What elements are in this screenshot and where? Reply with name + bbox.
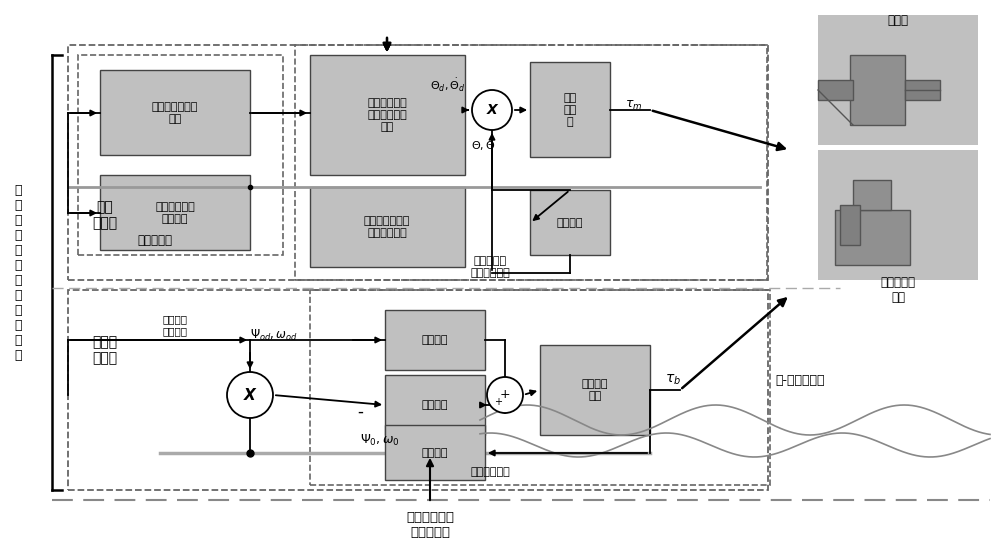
Text: 关节测量: 关节测量 xyxy=(557,218,583,228)
Bar xyxy=(385,375,485,435)
Bar xyxy=(68,290,768,490)
Text: 中央控制器: 中央控制器 xyxy=(138,233,173,246)
Text: $\tau_b$: $\tau_b$ xyxy=(665,373,681,387)
Bar xyxy=(310,187,465,267)
Text: $\Theta,\dot{\Theta}$: $\Theta,\dot{\Theta}$ xyxy=(471,137,495,153)
Bar xyxy=(100,175,250,250)
Text: 卫星姿态
保持指令: 卫星姿态 保持指令 xyxy=(162,314,188,336)
Text: 卫星本
体控制: 卫星本 体控制 xyxy=(92,335,118,365)
Text: +: + xyxy=(494,397,502,407)
Text: 目标星: 目标星 xyxy=(888,14,908,27)
Text: X: X xyxy=(244,387,256,403)
Bar xyxy=(68,45,768,280)
Bar xyxy=(310,55,465,175)
Text: 关节
控制
器: 关节 控制 器 xyxy=(563,93,577,126)
Bar xyxy=(385,425,485,480)
Text: 天-地信号传输: 天-地信号传输 xyxy=(775,373,825,386)
Bar xyxy=(540,345,650,435)
Bar xyxy=(78,55,283,255)
Bar xyxy=(840,205,860,245)
Bar xyxy=(530,62,610,157)
Text: 基座执行
机构: 基座执行 机构 xyxy=(582,379,608,401)
Text: $\Psi_0,\omega_0$: $\Psi_0,\omega_0$ xyxy=(360,432,400,447)
Bar xyxy=(818,80,853,100)
Text: 轨迹周期自适应
时钟同步策略: 轨迹周期自适应 时钟同步策略 xyxy=(364,216,410,238)
Bar xyxy=(100,70,250,155)
Text: 基于加速度最
优的关节轨迹
规划: 基于加速度最 优的关节轨迹 规划 xyxy=(367,99,407,131)
Bar xyxy=(818,150,978,280)
Text: 基座控制系统: 基座控制系统 xyxy=(470,467,510,477)
Text: $\Theta_d,\dot{\Theta}_d$: $\Theta_d,\dot{\Theta}_d$ xyxy=(430,76,466,94)
Text: 中央控制器轨迹
生成: 中央控制器轨迹 生成 xyxy=(152,102,198,124)
Bar xyxy=(295,45,767,280)
Circle shape xyxy=(227,372,273,418)
Text: 空间机器人
系统: 空间机器人 系统 xyxy=(881,276,916,304)
Bar xyxy=(835,210,910,265)
Text: 姿态测量: 姿态测量 xyxy=(422,448,448,458)
Bar xyxy=(853,180,891,210)
Circle shape xyxy=(472,90,512,130)
Text: 空
间
机
器
人
在
轨
控
制
及
规
划: 空 间 机 器 人 在 轨 控 制 及 规 划 xyxy=(14,184,22,362)
Circle shape xyxy=(487,377,523,413)
Text: X: X xyxy=(487,103,497,117)
Text: -: - xyxy=(357,403,363,421)
Text: 反馈控制: 反馈控制 xyxy=(422,400,448,410)
Bar xyxy=(310,290,770,485)
Text: $\Psi_{od},\omega_{od}$: $\Psi_{od},\omega_{od}$ xyxy=(250,328,298,343)
Bar xyxy=(905,80,940,100)
Bar xyxy=(818,15,978,145)
Text: 空间机械臂地
面指令上注: 空间机械臂地 面指令上注 xyxy=(406,511,454,539)
Text: 对基座扰动力
矩的预测: 对基座扰动力 矩的预测 xyxy=(155,202,195,224)
Text: 空间机械臂
关节控制系统: 空间机械臂 关节控制系统 xyxy=(470,256,510,278)
Text: +: + xyxy=(500,389,510,402)
Text: 前馈控制: 前馈控制 xyxy=(422,335,448,345)
Text: 空间
机械臂: 空间 机械臂 xyxy=(92,200,118,230)
Bar xyxy=(385,310,485,370)
Text: $\tau_m$: $\tau_m$ xyxy=(625,99,642,112)
Bar xyxy=(850,55,905,125)
Bar xyxy=(530,190,610,255)
